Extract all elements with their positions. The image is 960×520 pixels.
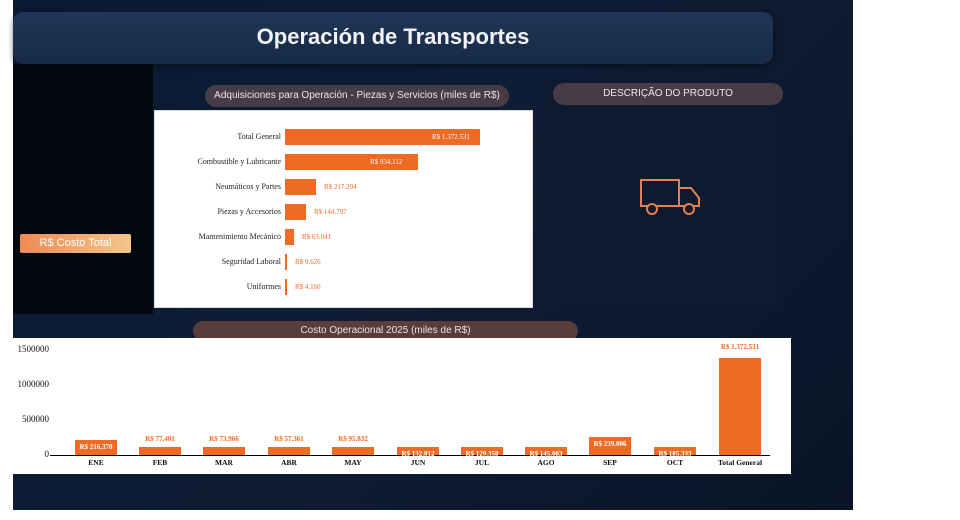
acquisition-value-label: R$ 63.041 [302, 233, 332, 241]
month-data-label: R$ 239.006 [593, 440, 627, 448]
left-side-panel [13, 64, 153, 314]
month-category-label: ABR [281, 458, 297, 467]
month-bar [525, 447, 567, 455]
y-tick-label: 1500000 [17, 344, 50, 354]
acquisition-label: Piezas y Accesorios [217, 207, 281, 216]
month-data-label: R$ 145.083 [529, 450, 563, 458]
month-data-label: R$ 1.372.531 [720, 343, 760, 351]
month-category-label: SEP [603, 458, 617, 467]
acquisition-bar [285, 254, 287, 270]
month-bar [203, 447, 245, 455]
month-bar [461, 447, 503, 455]
month-category-label: Total General [717, 458, 763, 467]
month-bar [268, 447, 310, 455]
month-data-label: R$ 185.333 [658, 450, 692, 458]
acquisition-row: Neumáticos y Partes R$ 217.294 [155, 179, 532, 197]
y-tick-label: 1000000 [17, 379, 50, 389]
month-bar [139, 447, 181, 455]
acquisition-value-label: R$ 4.160 [295, 283, 321, 291]
acquisition-row: Piezas y Accesorios R$ 144.797 [155, 204, 532, 222]
acquisition-bar [285, 279, 287, 295]
page-title: Operación de Transportes [256, 24, 530, 49]
month-category-label: MAY [344, 458, 362, 467]
acquisition-value-label: R$ 144.797 [314, 208, 347, 216]
acquisition-label: Mantenimiento Mecánico [198, 232, 281, 241]
acquisition-label: Total General [237, 132, 281, 141]
acquisition-value-label: R$ 9.626 [295, 258, 321, 266]
acquisition-bar [285, 204, 306, 220]
month-bar [719, 358, 761, 455]
month-bar [75, 440, 117, 455]
month-category-label: AGO [537, 458, 555, 467]
cost-total-button[interactable]: R$ Costo Total [20, 234, 131, 253]
month-category-label: FEB [152, 458, 168, 467]
truck-icon [640, 179, 700, 215]
month-data-label: R$ 216.370 [79, 443, 113, 451]
month-data-label: R$ 77.401 [145, 435, 175, 443]
acquisition-label: Neumáticos y Partes [215, 182, 281, 191]
month-category-label: OCT [666, 458, 684, 467]
monthly-chart-title: Costo Operacional 2025 (miles de R$) [193, 321, 578, 341]
acquisition-label: Seguridad Laboral [221, 257, 281, 266]
acquisition-bar [285, 129, 480, 145]
month-data-label: R$ 73.966 [209, 435, 239, 443]
acquisitions-title: Adquisiciones para Operación - Piezas y … [205, 85, 509, 107]
acquisition-bar [285, 154, 418, 170]
acquisition-row: Combustible y Lubricante R$ 934.112 [155, 154, 532, 172]
month-data-label: R$ 132.812 [401, 450, 435, 458]
acquisition-value-label: R$ 1.372.531 [432, 133, 470, 141]
acquisition-value-label: R$ 934.112 [370, 158, 403, 166]
acquisition-label: Uniformes [246, 282, 281, 291]
month-data-label: R$ 129.358 [465, 450, 499, 458]
acquisition-row: Total General R$ 1.372.531 [155, 129, 532, 147]
month-data-label: R$ 95.832 [338, 435, 368, 443]
acquisition-bar [285, 229, 294, 245]
month-bar [589, 437, 631, 455]
acquisitions-chart: Total General R$ 1.372.531 Combustible y L… [154, 110, 533, 308]
month-bar [397, 447, 439, 455]
acquisition-bar [285, 179, 316, 195]
y-tick-label: 500000 [22, 414, 49, 424]
product-title: DESCRIÇÃO DO PRODUTO [553, 83, 783, 105]
title-bar: Operación de Transportes [13, 12, 773, 64]
month-category-label: MAR [215, 458, 233, 467]
month-category-label: JUN [410, 458, 426, 467]
month-category-label: ENE [88, 458, 104, 467]
month-bar [654, 447, 696, 455]
acquisition-row: Mantenimiento Mecánico R$ 63.041 [155, 229, 532, 247]
acquisition-row: Uniformes R$ 4.160 [155, 279, 532, 297]
product-panel [542, 78, 778, 310]
acquisition-label: Combustible y Lubricante [197, 157, 281, 166]
month-category-label: JUL [474, 458, 490, 467]
y-tick-label: 0 [44, 449, 50, 459]
x-axis-line [50, 455, 770, 456]
acquisition-value-label: R$ 217.294 [324, 183, 357, 191]
month-bar [332, 447, 374, 455]
month-data-label: R$ 57.361 [274, 435, 304, 443]
acquisition-row: Seguridad Laboral R$ 9.626 [155, 254, 532, 272]
